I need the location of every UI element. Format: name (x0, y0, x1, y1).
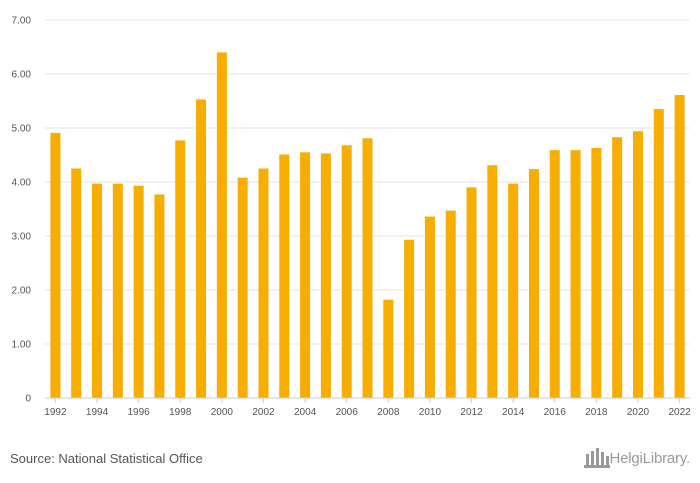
x-tick-label: 1994 (86, 407, 109, 418)
bar-2011 (445, 210, 456, 398)
bars (50, 52, 685, 399)
y-tick-label: 2.00 (12, 286, 32, 297)
x-tick-label: 1998 (169, 407, 192, 418)
bar-2018 (591, 147, 602, 398)
chart-footer: Source: National Statistical Office Helg… (0, 440, 700, 483)
x-tick-label: 2004 (294, 407, 317, 418)
bar-2005 (320, 153, 331, 398)
bar-2013 (487, 165, 498, 398)
y-tick-label: 6.00 (12, 70, 32, 81)
x-tick-label: 1992 (44, 407, 67, 418)
bar-2009 (404, 239, 415, 398)
x-tick-label: 2020 (627, 407, 650, 418)
y-tick-label: 7.00 (12, 16, 32, 27)
x-tick-label: 2012 (460, 407, 483, 418)
bar-1996 (133, 185, 144, 398)
x-tick-label: 2000 (211, 407, 234, 418)
y-tick-label: 5.00 (12, 124, 32, 135)
bar-2008 (383, 299, 394, 398)
x-tick-label: 2022 (668, 407, 691, 418)
bar-2003 (279, 154, 290, 398)
y-tick-label: 3.00 (12, 232, 32, 243)
x-tick-label: 2018 (585, 407, 608, 418)
bar-2001 (237, 177, 248, 398)
x-tick-label: 2006 (336, 407, 359, 418)
bar-2016 (549, 150, 560, 398)
bar-1994 (92, 183, 103, 398)
building-icon (583, 448, 610, 468)
bar-1995 (112, 183, 123, 398)
bar-2002 (258, 168, 269, 398)
bar-1998 (175, 140, 186, 399)
bar-2010 (424, 216, 435, 398)
y-tick-label: 1.00 (12, 340, 32, 351)
y-axis-tick-labels: 0 1.00 2.00 3.00 4.00 5.00 6.00 7.00 (12, 16, 32, 405)
bar-2017 (570, 150, 581, 398)
x-tick-label: 2014 (502, 407, 525, 418)
bar-2021 (653, 109, 664, 398)
x-tick-label: 2010 (419, 407, 442, 418)
bar-1993 (71, 168, 82, 398)
bar-2004 (300, 152, 311, 398)
logo-text: HelgiLibrary. (609, 449, 691, 467)
x-axis-tick-labels: 1992 1994 1996 1998 2000 2002 2004 2006 2008 2010… (44, 398, 691, 418)
y-tick-label: 0 (25, 394, 31, 405)
bar-2019 (612, 137, 623, 398)
bar-1999 (196, 99, 207, 398)
bar-1997 (154, 194, 165, 398)
bar-2000 (216, 52, 227, 399)
bar-2007 (362, 138, 373, 398)
bar-2012 (466, 187, 477, 398)
helgi-library-logo: HelgiLibrary. (583, 448, 691, 468)
x-tick-label: 2016 (544, 407, 567, 418)
bar-1992 (50, 132, 61, 399)
x-tick-label: 2008 (377, 407, 400, 418)
x-tick-label: 1996 (128, 407, 151, 418)
bar-2006 (341, 145, 352, 398)
bar-2020 (632, 131, 643, 399)
bar-2014 (508, 183, 519, 398)
bar-2015 (528, 169, 539, 398)
y-tick-label: 4.00 (12, 178, 32, 189)
x-tick-label: 2002 (252, 407, 275, 418)
bar-2022 (674, 95, 685, 398)
bar-chart: 01.002.003.004.005.006.007.00 1992 1994 19… (12, 16, 692, 419)
source-note: Source: National Statistical Office (10, 451, 203, 466)
